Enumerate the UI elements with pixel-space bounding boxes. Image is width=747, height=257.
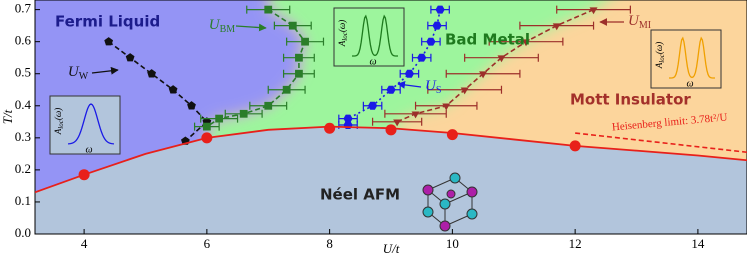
data-point: [301, 37, 309, 46]
label-sub: MI: [639, 20, 651, 31]
data-point: [104, 37, 114, 46]
data-point: [264, 5, 273, 14]
data-point: [147, 69, 156, 78]
x-tick-label: 12: [569, 236, 582, 251]
data-point: [589, 7, 598, 15]
data-point: [446, 129, 458, 141]
data-point: [125, 53, 135, 62]
data-point: [239, 109, 248, 118]
series-line: [35, 125, 747, 194]
inset-label-part: loc: [658, 53, 666, 62]
data-point: [460, 87, 469, 95]
inset-label-part: (ω): [654, 42, 664, 54]
label-sub: S: [436, 85, 442, 96]
series-label: US: [425, 78, 441, 96]
inset-curve: [67, 103, 115, 145]
x-tick-label: 4: [81, 236, 88, 251]
label-main: U: [209, 17, 221, 33]
inset-y-label: Aloc(ω): [337, 20, 349, 47]
data-point: [264, 101, 273, 110]
data-point: [367, 101, 378, 110]
plot-frame: [34, 0, 747, 235]
series-label: UBM: [209, 17, 236, 35]
data-point: [417, 53, 427, 62]
label-sub: W: [79, 71, 89, 82]
inset-y-label: Aloc(ω): [654, 42, 666, 69]
lattice: [422, 172, 478, 232]
region-label: Fermi Liquid: [55, 13, 160, 31]
inset-curve: [351, 14, 399, 57]
inset-y-label: Aloc(ω): [53, 108, 65, 135]
data-point: [202, 122, 211, 131]
inset-x-label: ω: [686, 78, 693, 89]
inset-label-part: loc: [341, 31, 349, 40]
data-point: [393, 119, 402, 127]
x-tick-label: 10: [446, 236, 459, 251]
y-tick-label: 0.6: [15, 33, 32, 48]
region-label: Mott Insulator: [570, 91, 691, 109]
data-point: [295, 53, 303, 62]
data-point: [385, 124, 397, 136]
data-point: [168, 85, 178, 94]
label-sub: BM: [220, 24, 236, 35]
y-axis-label: T/t: [0, 109, 15, 124]
inset-label-part: (ω): [337, 20, 347, 32]
label-main: U: [425, 78, 437, 94]
series-line: [206, 8, 306, 128]
y-tick-label: 0.4: [15, 97, 32, 112]
data-point: [497, 55, 506, 63]
inset-label-part: loc: [57, 119, 65, 128]
inset-label-part: A: [337, 40, 347, 47]
y-tick-label: 0.0: [15, 225, 31, 240]
region-label: Bad Metal: [445, 31, 530, 49]
data-point: [215, 114, 224, 123]
y-tick-label: 0.5: [15, 65, 31, 80]
inset-label-part: A: [53, 128, 63, 135]
data-point: [386, 85, 396, 94]
series-label: UMI: [628, 13, 651, 31]
data-point: [343, 114, 353, 123]
y-tick-label: 0.2: [15, 161, 31, 176]
y-tick-label: 0.1: [15, 193, 31, 208]
label-main: U: [68, 64, 80, 80]
data-point: [187, 101, 196, 110]
inset-x-label: ω: [85, 144, 92, 155]
y-tick-label: 0.3: [15, 129, 31, 144]
data-point: [479, 71, 488, 79]
data-point: [324, 122, 336, 134]
data-point: [411, 111, 420, 119]
x-tick-label: 8: [326, 236, 333, 251]
inset-frame: [49, 95, 121, 155]
label-arrow: [91, 66, 119, 75]
x-axis-label: U/t: [383, 241, 400, 256]
series-label: UW: [68, 64, 89, 82]
data-point: [288, 21, 297, 30]
label-arrow: [235, 23, 267, 32]
label-main: U: [628, 13, 640, 29]
data-point: [522, 39, 531, 47]
x-tick-label: 14: [691, 236, 705, 251]
data-point: [442, 103, 451, 111]
inset-x-label: ω: [369, 56, 376, 67]
inset-curve: [668, 36, 716, 79]
data-point: [432, 21, 442, 30]
x-tick-label: 6: [204, 236, 211, 251]
label-arrow: [397, 81, 422, 89]
region-label: Néel AFM: [320, 186, 400, 204]
data-point: [295, 69, 303, 78]
inset-label-part: A: [654, 62, 664, 69]
region-neel: [35, 126, 747, 234]
data-point: [282, 85, 291, 94]
inset-label-part: (ω): [53, 108, 63, 120]
data-point: [404, 69, 415, 78]
y-tick-label: 0.7: [15, 1, 32, 16]
data-point: [552, 23, 561, 31]
data-point: [426, 37, 436, 46]
data-point: [435, 5, 445, 14]
series-line: [575, 132, 747, 154]
